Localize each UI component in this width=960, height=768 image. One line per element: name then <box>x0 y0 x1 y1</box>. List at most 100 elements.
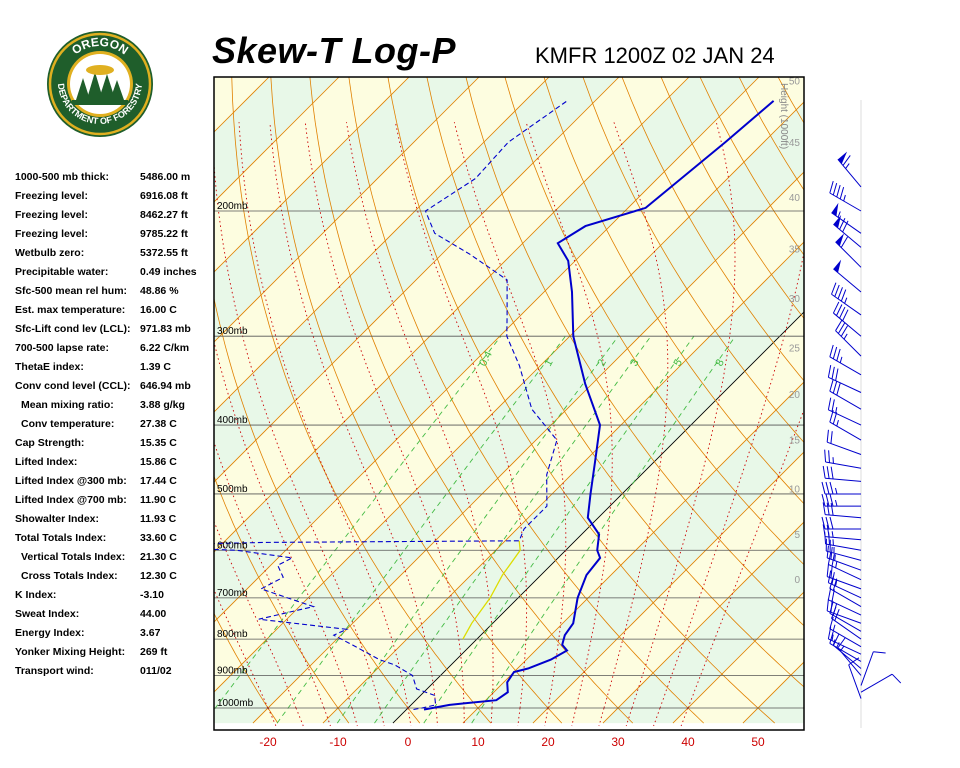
pressure-label: 500mb <box>217 484 248 495</box>
index-row: Cap Strength: 15.35 C <box>15 434 215 453</box>
wind-barb <box>829 601 862 632</box>
wind-barb <box>837 151 862 188</box>
dry-adiabat <box>660 77 804 320</box>
wind-barb-flag <box>822 502 826 515</box>
moist-adiabat <box>571 707 577 727</box>
wind-barb-pennant <box>835 233 845 247</box>
index-row: Wetbulb zero: 5372.55 ft <box>15 244 215 263</box>
mixing-ratio-label: 8 <box>713 357 726 368</box>
wind-barb <box>827 570 862 599</box>
wind-barb-flag <box>839 218 846 230</box>
wind-barb-flag <box>825 516 830 530</box>
wind-barb <box>829 379 862 410</box>
index-label: Cross Totals Index: <box>21 570 118 582</box>
wind-barb-halfflag <box>836 420 839 427</box>
wind-barb-flag <box>827 397 832 410</box>
temperature-tick-label: 20 <box>541 735 555 749</box>
wind-barb-flag <box>832 182 838 196</box>
wind-barb-halfflag <box>832 624 836 631</box>
index-value: 0.49 inches <box>140 266 197 278</box>
wind-barb-halfflag <box>843 194 846 202</box>
wind-barb-flag <box>827 365 832 378</box>
wind-barb-flag <box>830 502 834 516</box>
mixing-ratio-label: 5 <box>672 357 685 368</box>
wind-barb-flag <box>831 589 835 602</box>
wind-barb <box>831 606 862 640</box>
index-row: Total Totals Index: 33.60 C <box>15 529 215 548</box>
temperature-band <box>214 77 804 693</box>
wind-barb-flag <box>821 516 826 530</box>
mixing-ratio-line <box>336 335 619 724</box>
index-label: Showalter Index: <box>15 513 100 525</box>
wind-barb-flag <box>829 493 834 507</box>
wind-barb-flag <box>829 616 834 629</box>
dry-adiabat <box>849 0 960 723</box>
wind-barb-staff <box>828 409 862 426</box>
index-label: Transport wind: <box>15 665 94 677</box>
temperature-band <box>392 312 804 724</box>
height-tick-label: 10 <box>789 484 801 495</box>
station-time-label: KMFR 1200Z 02 JAN 24 <box>535 43 775 68</box>
wind-barb-staff <box>833 268 862 293</box>
dry-adiabat <box>348 77 704 724</box>
moist-adiabat <box>680 707 689 727</box>
wind-barb <box>824 531 862 551</box>
dry-adiabat <box>426 77 804 688</box>
moist-adiabat <box>517 707 521 727</box>
temperature-band <box>214 102 804 724</box>
index-value: 6.22 C/km <box>140 342 190 354</box>
wind-barb-flag <box>829 410 834 423</box>
wind-barb-flag <box>825 481 830 495</box>
wind-barb-staff <box>828 582 862 599</box>
wind-barb-flag <box>831 399 835 412</box>
index-value: 3.88 g/kg <box>140 399 185 411</box>
index-label: 700-500 lapse rate: <box>15 342 109 354</box>
wind-barb-flag <box>835 319 843 331</box>
dry-adiabat <box>699 77 804 256</box>
wind-barb-flag <box>824 449 827 462</box>
moist-adiabat <box>295 707 304 727</box>
wind-barb-staff <box>860 651 874 686</box>
index-row: Lifted Index @300 mb: 17.44 C <box>15 472 215 491</box>
moist-adiabat <box>544 707 549 727</box>
wind-barb <box>827 587 862 616</box>
dry-adiabat <box>465 77 804 627</box>
moist-adiabat <box>379 707 385 727</box>
mixing-ratio-line <box>214 335 502 711</box>
wind-barb-flag <box>836 348 841 361</box>
mixing-ratio-label: 2 <box>595 357 608 368</box>
dry-adiabat <box>738 77 804 191</box>
wind-barb-flag <box>827 570 832 583</box>
wind-barb <box>829 410 862 441</box>
wind-barb-staff <box>825 461 862 469</box>
wind-barb <box>833 259 862 293</box>
wind-barb-flag <box>837 287 843 300</box>
wind-barb-flag <box>834 284 840 297</box>
temperature-tick-label: 30 <box>611 735 625 749</box>
wind-barb <box>860 673 902 693</box>
index-row: Freezing level: 8462.27 ft <box>15 206 215 225</box>
wind-barb <box>824 449 862 469</box>
moist-adiabat <box>490 707 493 727</box>
moist-adiabat <box>435 707 439 727</box>
index-label: Est. max temperature: <box>15 304 126 316</box>
wind-barb-halfflag <box>845 163 850 169</box>
wind-barb-halfflag <box>835 579 838 587</box>
index-label: Conv cond level (CCL): <box>15 380 131 392</box>
isotherm <box>462 381 804 724</box>
moist-adiabat <box>394 122 528 709</box>
index-label: Lifted Index @300 mb: <box>15 475 127 487</box>
wind-barb <box>826 564 862 590</box>
wind-barb-flag <box>826 429 829 443</box>
height-tick-label: 50 <box>789 76 801 87</box>
index-value: 17.44 C <box>140 475 177 487</box>
index-label: Lifted Index @700 mb: <box>15 494 127 506</box>
wind-barb-staff <box>829 642 862 662</box>
dry-adiabat <box>921 0 960 723</box>
wind-barb-staff <box>848 664 862 699</box>
index-label: Lifted Index: <box>15 456 78 468</box>
index-label: Mean mixing ratio: <box>21 399 114 411</box>
index-value: 27.38 C <box>140 418 177 430</box>
svg-text:OREGON: OREGON <box>69 35 131 58</box>
index-row: Showalter Index: 11.93 C <box>15 510 215 529</box>
